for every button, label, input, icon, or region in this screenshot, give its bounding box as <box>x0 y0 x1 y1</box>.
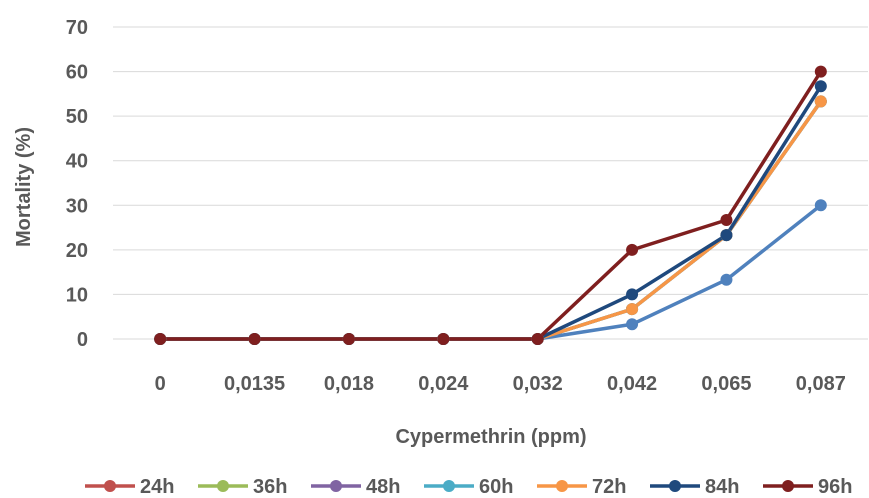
series-points <box>154 65 827 345</box>
x-tick-label: 0,042 <box>607 373 657 395</box>
data-point-84h <box>720 229 733 242</box>
y-tick-label: 50 <box>66 106 88 128</box>
y-tick-label: 20 <box>66 240 88 262</box>
legend-item-24h: 24h <box>85 476 174 498</box>
x-tick-label: 0 <box>155 373 166 395</box>
x-tick-label: 0,018 <box>324 373 374 395</box>
legend-marker <box>330 480 342 492</box>
data-point-96h <box>154 333 167 345</box>
data-point-96h <box>342 333 355 345</box>
data-point-24h <box>814 199 827 212</box>
data-point-72h <box>626 303 639 316</box>
legend-item-96h: 96h <box>763 476 852 498</box>
legend-marker <box>782 480 794 492</box>
series-lines <box>158 69 823 341</box>
x-tick-label: 0,087 <box>796 373 846 395</box>
x-tick-label: 0,024 <box>418 373 469 395</box>
data-point-96h <box>437 333 450 345</box>
legend-item-48h: 48h <box>311 476 400 498</box>
legend-marker <box>556 480 568 492</box>
legend-label: 60h <box>479 476 513 498</box>
legend-label: 48h <box>366 476 400 498</box>
legend-label: 72h <box>592 476 626 498</box>
legend-label: 24h <box>140 476 174 498</box>
legend-item-84h: 84h <box>650 476 739 498</box>
x-axis-title: Cypermethrin (ppm) <box>395 426 586 448</box>
y-tick-label: 70 <box>66 17 88 39</box>
x-tick-label: 0,032 <box>513 373 563 395</box>
y-tick-label: 60 <box>66 62 88 84</box>
legend-label: 36h <box>253 476 287 498</box>
data-point-24h <box>626 318 639 331</box>
y-gridlines <box>113 26 868 340</box>
data-point-84h <box>626 288 639 301</box>
x-tick-labels: 0 0,0135 0,018 0,024 0,032 0,042 0,065 0,087 <box>155 373 846 395</box>
series-line-96h <box>158 69 823 341</box>
data-point-84h <box>814 80 827 93</box>
y-tick-label: 30 <box>66 195 88 217</box>
x-tick-label: 0,065 <box>701 373 751 395</box>
data-point-96h <box>626 243 639 256</box>
series-line-24h <box>158 203 823 341</box>
y-tick-label: 0 <box>77 329 88 351</box>
x-tick-label: 0,0135 <box>224 373 285 395</box>
legend: 24h 36h 48h 60h 72h 84h 96h <box>85 476 852 498</box>
data-point-96h <box>531 333 544 345</box>
data-point-96h <box>720 213 733 226</box>
y-tick-label: 40 <box>66 151 88 173</box>
legend-item-36h: 36h <box>198 476 287 498</box>
legend-label: 84h <box>705 476 739 498</box>
legend-label: 96h <box>818 476 852 498</box>
legend-marker <box>104 480 116 492</box>
data-point-96h <box>248 333 261 345</box>
legend-marker <box>443 480 455 492</box>
data-point-72h <box>814 95 827 108</box>
data-point-96h <box>814 65 827 78</box>
series-line-84h <box>158 84 823 341</box>
legend-marker <box>217 480 229 492</box>
y-tick-labels: 0 10 20 30 40 50 60 70 <box>66 17 88 351</box>
legend-item-72h: 72h <box>537 476 626 498</box>
y-axis-title: Mortality (%) <box>13 127 35 247</box>
y-tick-label: 10 <box>66 284 88 306</box>
legend-marker <box>669 480 681 492</box>
data-point-24h <box>720 273 733 286</box>
legend-item-60h: 60h <box>424 476 513 498</box>
